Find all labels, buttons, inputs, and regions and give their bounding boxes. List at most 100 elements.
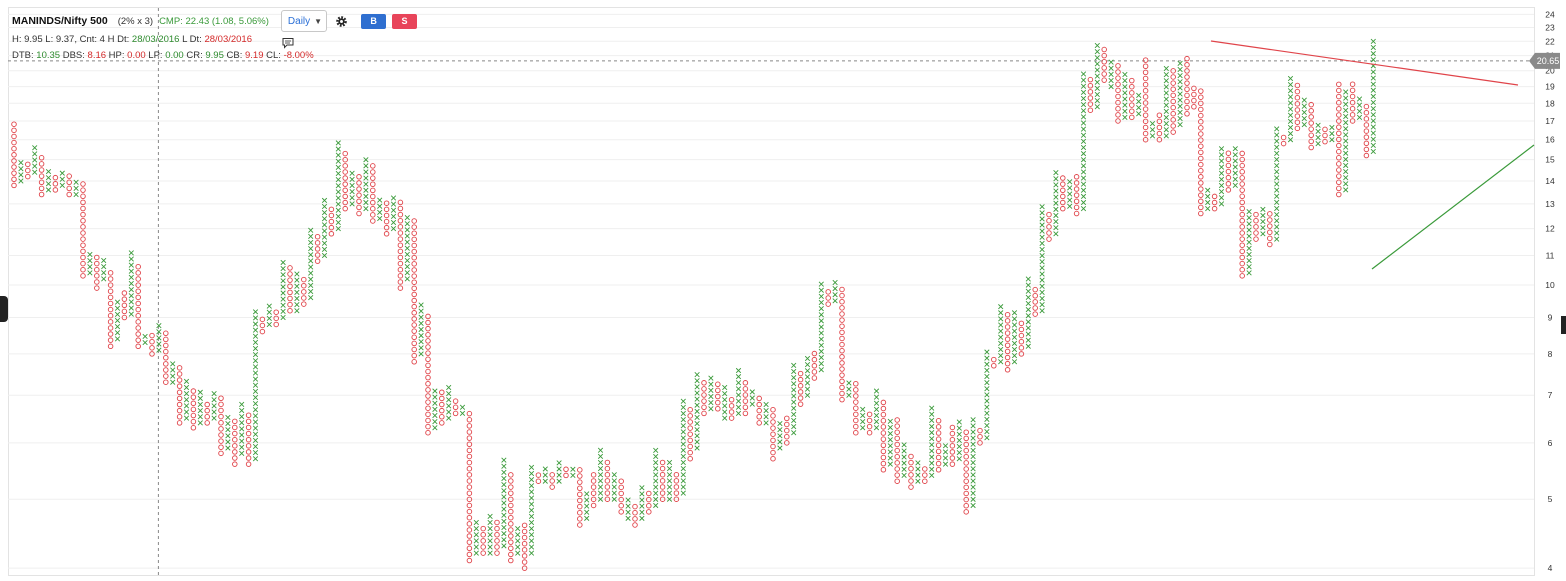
o-mark [521, 522, 528, 529]
x-mark [984, 429, 990, 435]
o-mark [135, 288, 141, 294]
x-column [708, 375, 714, 412]
x-mark [597, 453, 604, 459]
o-mark [121, 308, 128, 315]
x-mark [680, 447, 686, 453]
o-mark [811, 350, 818, 357]
x-mark [1122, 114, 1128, 120]
o-mark [466, 508, 473, 515]
o-mark [245, 443, 252, 449]
x-mark [873, 412, 880, 419]
x-mark [1343, 175, 1349, 181]
x-mark [1053, 176, 1059, 182]
x-mark [929, 454, 935, 460]
timeframe-select[interactable]: Daily ▼ [280, 10, 328, 32]
o-mark [659, 471, 666, 478]
x-mark [252, 352, 259, 358]
comment-icon[interactable] [282, 36, 294, 49]
x-column [860, 406, 866, 431]
o-mark [342, 169, 348, 175]
left-panel-toggle[interactable] [0, 296, 8, 322]
sell-button[interactable]: S [392, 13, 418, 29]
o-mark [439, 407, 445, 414]
x-mark [321, 228, 328, 234]
o-mark [1142, 106, 1149, 112]
o-mark [604, 490, 611, 496]
x-mark [597, 472, 604, 478]
x-mark [266, 303, 272, 309]
o-mark [784, 421, 790, 428]
x-mark [45, 168, 52, 175]
x-mark [252, 419, 259, 425]
x-mark [1232, 158, 1238, 164]
o-mark [839, 329, 845, 336]
o-column [121, 290, 128, 321]
o-mark [1225, 150, 1232, 156]
o-mark [163, 379, 169, 385]
o-mark [1363, 128, 1370, 134]
current-price-badge: 20.65 [1529, 52, 1560, 69]
o-mark [590, 484, 597, 490]
o-mark [1087, 95, 1094, 101]
x-column [404, 215, 410, 282]
o-mark [383, 218, 390, 225]
o-mark [618, 484, 624, 491]
o-mark [1184, 55, 1190, 62]
o-mark [894, 429, 900, 435]
x-column [791, 362, 797, 436]
x-mark [611, 496, 617, 502]
x-mark [901, 472, 907, 479]
symbol-name[interactable]: MANINDS/Nifty 500 [12, 15, 108, 27]
o-mark [314, 252, 321, 258]
x-mark [708, 387, 714, 394]
x-mark [211, 391, 217, 397]
o-mark [107, 288, 114, 294]
o-mark [135, 270, 141, 276]
x-mark [308, 258, 314, 264]
o-mark [1198, 161, 1204, 168]
x-mark [597, 496, 604, 502]
o-mark [66, 191, 72, 198]
x-mark [1053, 169, 1059, 176]
high-date-value: 28/03/2016 [131, 34, 180, 45]
o-mark [1073, 198, 1080, 205]
x-column [1011, 310, 1018, 365]
o-mark [425, 338, 431, 344]
o-mark [135, 263, 141, 270]
x-mark [1315, 122, 1321, 128]
x-mark [1080, 120, 1087, 126]
right-panel-toggle[interactable] [1561, 316, 1566, 334]
x-mark [418, 302, 424, 308]
o-mark [466, 410, 473, 417]
x-mark [625, 497, 631, 503]
o-mark [508, 508, 514, 515]
x-mark [1356, 108, 1363, 114]
x-mark [804, 361, 811, 368]
x-mark [942, 455, 949, 461]
o-mark [1198, 167, 1204, 174]
o-mark [397, 230, 404, 236]
o-column [1294, 82, 1301, 132]
x-mark [1025, 343, 1031, 349]
o-mark [1363, 103, 1370, 110]
x-mark [390, 219, 397, 226]
y-tick-label: 23 [1545, 23, 1555, 33]
o-mark [604, 459, 611, 466]
o-column [25, 161, 31, 180]
x-mark [252, 413, 259, 419]
o-mark [839, 378, 845, 385]
o-mark [1239, 266, 1245, 273]
x-mark [1080, 193, 1087, 200]
buy-button[interactable]: B [361, 13, 387, 29]
x-mark [1108, 77, 1114, 84]
x-mark [487, 538, 493, 544]
gear-icon[interactable] [333, 13, 349, 29]
o-mark [618, 496, 624, 503]
x-mark [1343, 150, 1349, 156]
x-mark [970, 435, 976, 441]
o-mark [1184, 68, 1190, 74]
x-mark [239, 438, 245, 444]
o-mark [1087, 101, 1094, 107]
